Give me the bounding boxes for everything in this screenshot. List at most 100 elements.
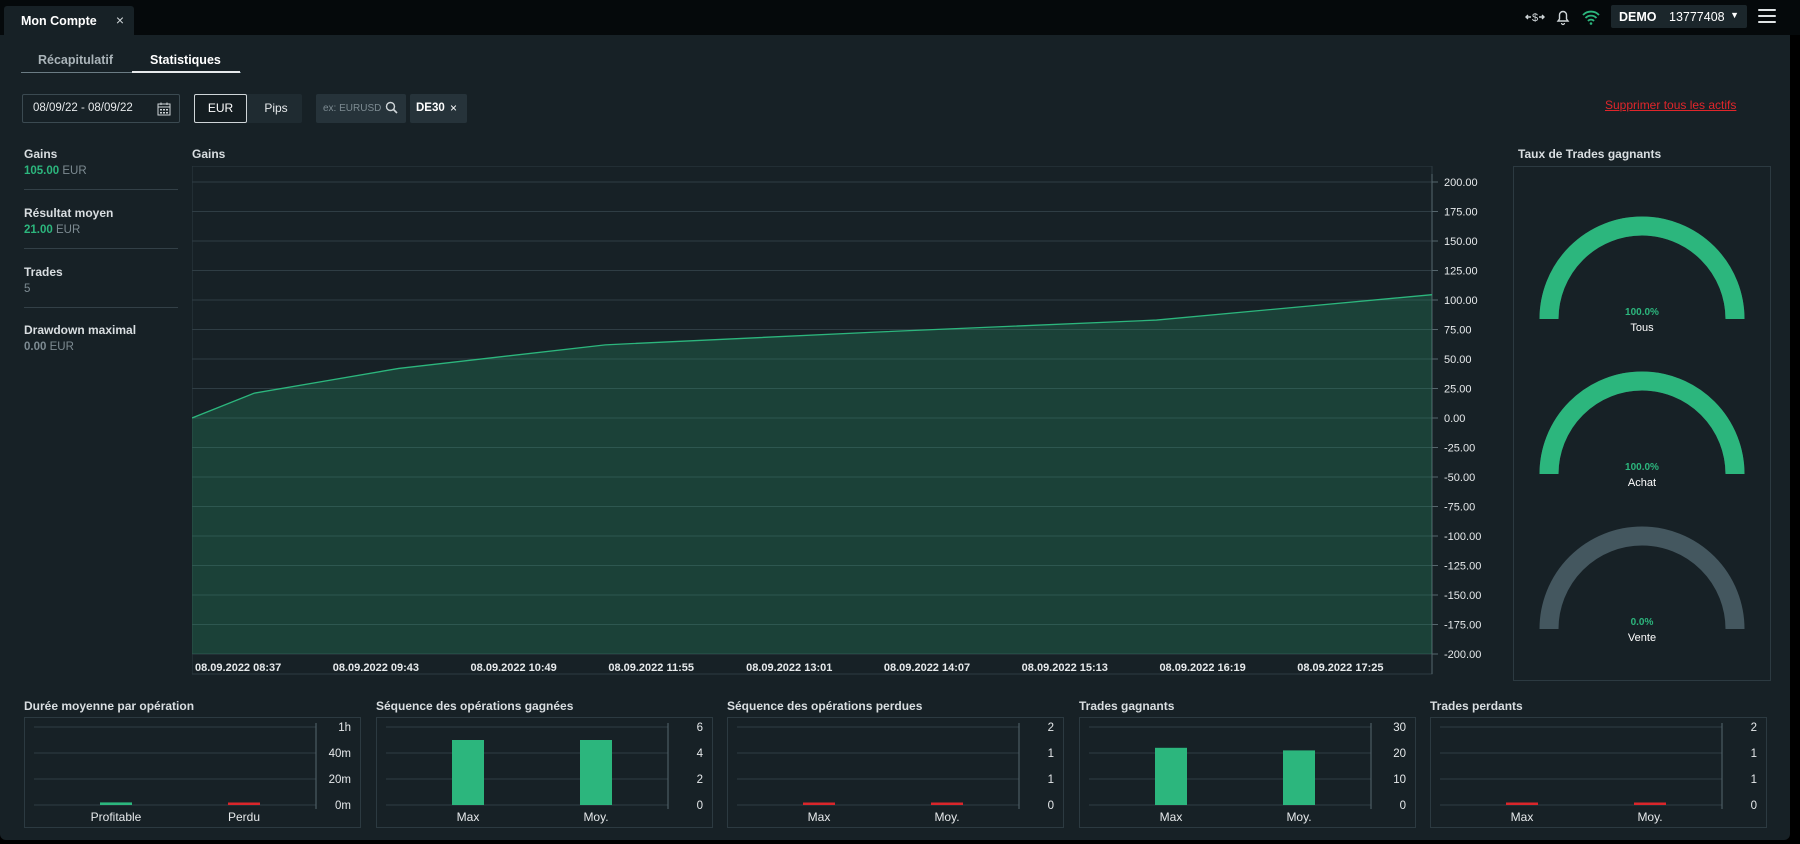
mini-chart-title: Trades gagnants: [1079, 699, 1175, 713]
y-tick-label: 10: [1393, 774, 1406, 786]
x-tick-label: 08.09.2022 14:07: [884, 662, 970, 674]
y-tick-label: 2: [1751, 722, 1757, 734]
hamburger-menu-icon[interactable]: [1758, 9, 1776, 23]
y-tick-label: 2: [697, 774, 703, 786]
gauge-percent: 100.0%: [1625, 307, 1659, 318]
x-tick-label: Max: [808, 810, 831, 824]
active-tab-underline: [132, 71, 240, 73]
bell-icon[interactable]: [1553, 8, 1573, 26]
kpi-label: Drawdown maximal: [24, 323, 137, 337]
mini-bar-chart: 6 4 2 0 Max Moy.: [376, 717, 713, 828]
asset-search-input[interactable]: ex: EURUSD: [316, 94, 406, 123]
kpi-value: 21.00: [24, 224, 53, 236]
unit-pips-button[interactable]: Pips: [264, 101, 288, 115]
search-icon[interactable]: [385, 101, 398, 114]
y-tick-label: 1: [1751, 774, 1757, 786]
y-tick-label: 1: [1048, 748, 1054, 760]
asset-chip-de30: DE30 ×: [410, 94, 467, 123]
x-tick-label: 08.09.2022 11:55: [608, 662, 694, 674]
close-icon[interactable]: ×: [450, 101, 458, 115]
bar-max: [1506, 802, 1538, 805]
gauge-label: Vente: [1627, 632, 1657, 644]
gauge-vente: 0.0% Vente: [1514, 517, 1770, 667]
y-tick-label: 30: [1393, 722, 1406, 734]
y-tick-label: 175.00: [1444, 207, 1478, 219]
bar-moy: [931, 802, 963, 805]
bar-moy: [1283, 750, 1315, 805]
tab-statistiques[interactable]: Statistiques: [150, 53, 221, 67]
calendar-icon: [157, 102, 171, 116]
y-tick-label: 150.00: [1444, 236, 1478, 248]
y-tick-label: 6: [697, 722, 703, 734]
mini-chart-title: Trades perdants: [1430, 699, 1523, 713]
kpi-unit: EUR: [49, 341, 74, 353]
y-tick-label: 2: [1048, 722, 1054, 734]
y-tick-label: 20: [1393, 748, 1406, 760]
kpi-label: Trades: [24, 265, 63, 279]
y-tick-label: 0: [1400, 800, 1406, 812]
unit-eur-button[interactable]: EUR: [194, 94, 247, 123]
x-tick-label: Moy.: [1637, 810, 1662, 824]
y-tick-label: -25.00: [1444, 443, 1475, 455]
y-tick-label: -75.00: [1444, 502, 1475, 514]
y-tick-label: 75.00: [1444, 325, 1472, 337]
divider: [24, 307, 178, 308]
mini-chart-title: Séquence des opérations perdues: [727, 699, 923, 713]
sub-tabs: Récapitulatif Statistiques: [21, 53, 241, 73]
account-selector[interactable]: DEMO 13777408 ▼: [1611, 5, 1747, 28]
date-range-picker[interactable]: 08/09/22 - 08/09/22: [22, 94, 180, 123]
bar-max: [1155, 747, 1187, 805]
mini-chart-frame: [1430, 717, 1767, 828]
gauge-track: [1539, 526, 1745, 630]
bar-moy: [1634, 802, 1666, 805]
tab-recapitulatif[interactable]: Récapitulatif: [38, 53, 114, 67]
gauge-arc: [1539, 216, 1745, 320]
date-range-value: 08/09/22 - 08/09/22: [33, 102, 133, 114]
gauge-achat: 100.0% Achat: [1514, 362, 1770, 512]
mini-chart-frame: [727, 717, 1064, 828]
y-tick-label: 200.00: [1444, 177, 1478, 189]
x-tick-label: 08.09.2022 08:37: [195, 662, 281, 674]
y-tick-label: 0: [697, 800, 703, 812]
mini-bar-chart: 2 1 1 0 Max Moy.: [1430, 717, 1767, 828]
y-tick-label: 1: [1751, 748, 1757, 760]
x-tick-label: Max: [1160, 810, 1183, 824]
kpi-trades: Trades 5: [24, 265, 178, 295]
kpi-value: 5: [24, 283, 31, 295]
kpi-unit: EUR: [55, 224, 81, 236]
x-tick-label: Profitable: [91, 810, 142, 824]
tab-title: Mon Compte: [21, 14, 97, 28]
gauge-label: Achat: [1627, 477, 1657, 489]
x-tick-label: Max: [1511, 810, 1534, 824]
delete-all-assets-link[interactable]: Supprimer tous les actifs: [1605, 98, 1737, 112]
x-tick-label: 08.09.2022 17:25: [1297, 662, 1383, 674]
y-tick-label: 1h: [338, 722, 351, 734]
gains-line: [192, 294, 1433, 419]
y-tick-label: 0: [1048, 800, 1054, 812]
wifi-icon: [1582, 10, 1600, 25]
x-tick-label: 08.09.2022 13:01: [746, 662, 832, 674]
x-tick-label: 08.09.2022 10:49: [471, 662, 557, 674]
y-tick-label: 100.00: [1444, 295, 1478, 307]
gains-chart-title: Gains: [192, 147, 226, 161]
bar-moy: [580, 740, 612, 805]
divider: [24, 248, 178, 249]
mini-chart-frame: [376, 717, 713, 828]
y-tick-label: 0m: [335, 800, 351, 812]
exchange-icon[interactable]: $: [1525, 8, 1545, 26]
kpi-gains: Gains 105.00 EUR: [24, 147, 178, 177]
gauge-arc: [1539, 526, 1745, 630]
mini-bar-chart: 2 1 1 0 Max Moy.: [727, 717, 1064, 828]
win-rate-title: Taux de Trades gagnants: [1518, 147, 1662, 161]
gauge-fill: [1539, 371, 1745, 475]
x-tick-label: Moy.: [1286, 810, 1311, 824]
gauge-fill: [1539, 216, 1745, 320]
kpi-drawdown: Drawdown maximal 0.00 EUR: [24, 323, 178, 353]
kpi-label: Résultat moyen: [24, 206, 114, 220]
tab-mon-compte[interactable]: Mon Compte ×: [4, 6, 134, 35]
mini-bar-chart: 30 20 10 0 Max Moy.: [1079, 717, 1416, 828]
bar-profitable: [100, 802, 132, 805]
gauge-label: Tous: [1630, 322, 1654, 334]
close-icon[interactable]: ×: [115, 12, 124, 28]
